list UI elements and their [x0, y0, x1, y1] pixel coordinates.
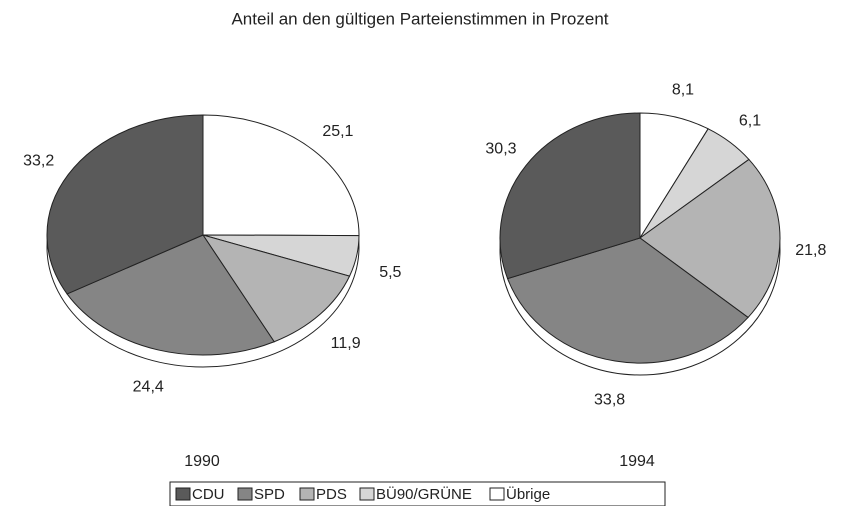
- chart-title: Anteil an den gültigen Parteienstimmen i…: [231, 9, 608, 28]
- legend-swatch: [299, 487, 315, 501]
- value-label: 33,2: [23, 152, 54, 169]
- value-label: 5,5: [379, 264, 401, 281]
- legend-label: SPD: [254, 486, 285, 503]
- value-label: 33,8: [594, 391, 625, 408]
- pie-slice: [66, 234, 275, 356]
- pie-slice: [499, 112, 641, 280]
- pie-slice: [202, 114, 360, 237]
- pie-slice: [201, 234, 351, 343]
- legend-swatch: [237, 487, 253, 501]
- legend-swatch: [489, 487, 505, 501]
- pie-title: 1990: [184, 453, 220, 470]
- value-label: 6,1: [739, 113, 761, 130]
- legend-label: Übrige: [506, 485, 550, 503]
- legend-label: PDS: [316, 486, 347, 503]
- legend-label: BÜ90/GRÜNE: [376, 485, 472, 503]
- value-label: 11,9: [331, 335, 361, 352]
- pie-title: 1994: [619, 453, 655, 470]
- legend-label: CDU: [192, 486, 225, 503]
- value-label: 25,1: [322, 123, 353, 140]
- legend-swatch: [175, 487, 191, 501]
- value-label: 21,8: [795, 242, 826, 259]
- value-label: 30,3: [485, 141, 516, 158]
- legend-swatch: [359, 487, 375, 501]
- pie-slice: [46, 114, 204, 295]
- pie-slice: [506, 237, 749, 364]
- value-label: 24,4: [133, 378, 164, 395]
- value-label: 8,1: [672, 82, 694, 99]
- pie-slice: [639, 158, 781, 319]
